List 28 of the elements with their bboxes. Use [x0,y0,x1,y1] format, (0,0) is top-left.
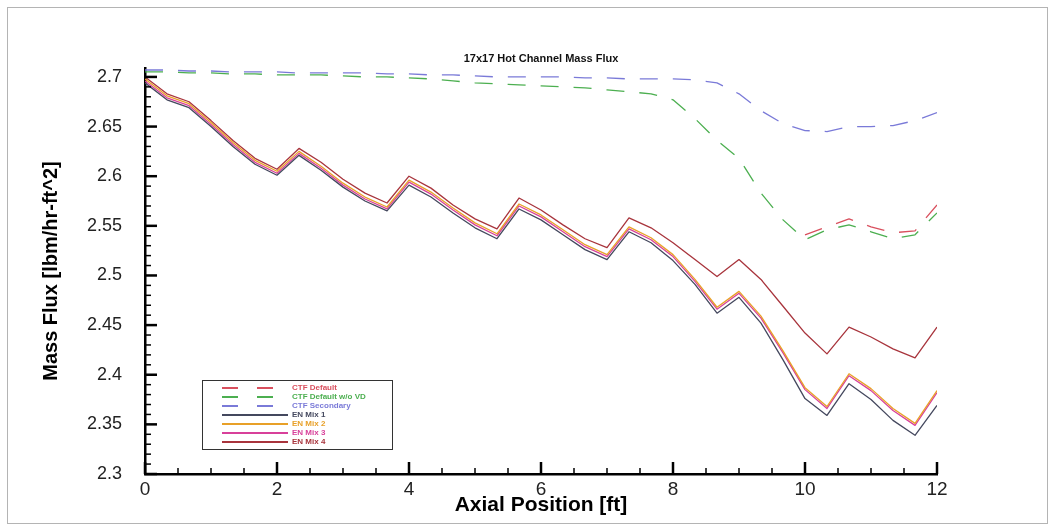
text: CTF Default w/o VD [292,392,366,402]
text: EN Mix 2 [292,419,326,429]
y-tick-label: 2.4 [96,363,122,384]
text: EN Mix 4 [292,437,326,447]
text: EN Mix 1 [292,410,326,420]
x-tick-label: 8 [667,477,679,499]
text: CTF Secondary [292,401,352,411]
line-series [145,69,937,133]
y-tick-label: 2.65 [86,115,122,136]
y-tick-label: 2.55 [86,214,122,235]
y-tick-label: 2.6 [96,165,122,186]
text: EN Mix 3 [292,428,326,438]
y-tick-label: 2.5 [96,264,122,285]
x-tick-label: 10 [794,477,816,499]
x-tick-label: 4 [403,477,415,499]
x-tick-label: 6 [535,477,547,499]
chart-title: 17x17 Hot Channel Mass Flux [463,52,620,65]
x-tick-label: 2 [271,477,283,499]
y-tick-label: 2.45 [86,314,122,335]
text: CTF Default [292,383,338,393]
x-tick-label: 0 [139,477,151,499]
y-tick-label: 2.7 [96,65,122,86]
line-series [145,71,937,241]
y-axis-title: Mass Flux [lbm/hr-ft^2] [38,161,61,381]
x-tick-label: 12 [926,477,948,499]
line-series [804,204,937,236]
y-tick-label: 2.35 [86,413,122,434]
y-tick-label: 2.3 [96,462,122,483]
